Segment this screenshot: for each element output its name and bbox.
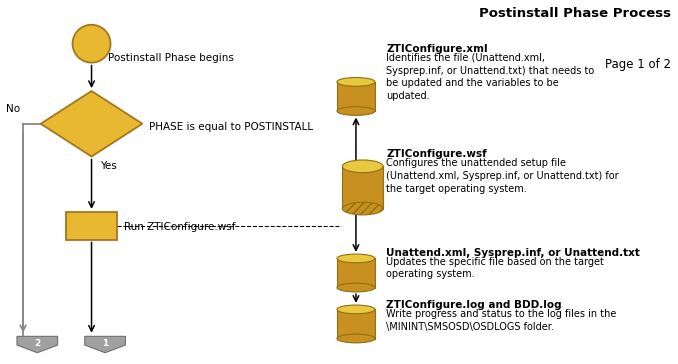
Ellipse shape: [73, 25, 111, 63]
Bar: [342, 166, 383, 209]
Text: Identifies the file (Unattend.xml,
Sysprep.inf, or Unattend.txt) that needs to
b: Identifies the file (Unattend.xml, Syspr…: [386, 53, 595, 101]
Polygon shape: [17, 336, 58, 353]
Text: ZTIConfigure.wsf: ZTIConfigure.wsf: [386, 149, 487, 159]
Bar: [337, 309, 375, 339]
Text: Yes: Yes: [100, 161, 117, 171]
Ellipse shape: [337, 254, 375, 263]
Text: ZTIConfigure.log and BDD.log: ZTIConfigure.log and BDD.log: [386, 300, 562, 310]
Ellipse shape: [337, 305, 375, 314]
Bar: [337, 258, 375, 288]
Ellipse shape: [337, 107, 375, 115]
Ellipse shape: [342, 160, 383, 173]
Text: 1: 1: [102, 339, 108, 348]
Bar: [66, 212, 117, 240]
Ellipse shape: [337, 283, 375, 292]
Text: Configures the unattended setup file
(Unattend.xml, Sysprep.inf, or Unattend.txt: Configures the unattended setup file (Un…: [386, 158, 619, 194]
Ellipse shape: [337, 78, 375, 86]
Polygon shape: [41, 91, 142, 157]
Text: Write progress and status to the log files in the
\MININT\SMSOSD\OSDLOGS folder.: Write progress and status to the log fil…: [386, 309, 617, 332]
Text: Page 1 of 2: Page 1 of 2: [605, 58, 671, 71]
Polygon shape: [85, 336, 125, 353]
Text: PHASE is equal to POSTINSTALL: PHASE is equal to POSTINSTALL: [149, 122, 313, 132]
Text: No: No: [5, 104, 20, 114]
Ellipse shape: [342, 202, 383, 215]
Ellipse shape: [337, 334, 375, 343]
Text: 2: 2: [34, 339, 41, 348]
Bar: [337, 82, 375, 111]
Text: Postinstall Phase Process: Postinstall Phase Process: [479, 7, 671, 20]
Text: ZTIConfigure.xml: ZTIConfigure.xml: [386, 44, 488, 54]
Text: Postinstall Phase begins: Postinstall Phase begins: [108, 53, 235, 63]
Text: Updates the specific file based on the target
operating system.: Updates the specific file based on the t…: [386, 257, 604, 280]
Text: Unattend.xml, Sysprep.inf, or Unattend.txt: Unattend.xml, Sysprep.inf, or Unattend.t…: [386, 248, 640, 257]
Text: Run ZTIConfigure.wsf: Run ZTIConfigure.wsf: [124, 222, 235, 233]
